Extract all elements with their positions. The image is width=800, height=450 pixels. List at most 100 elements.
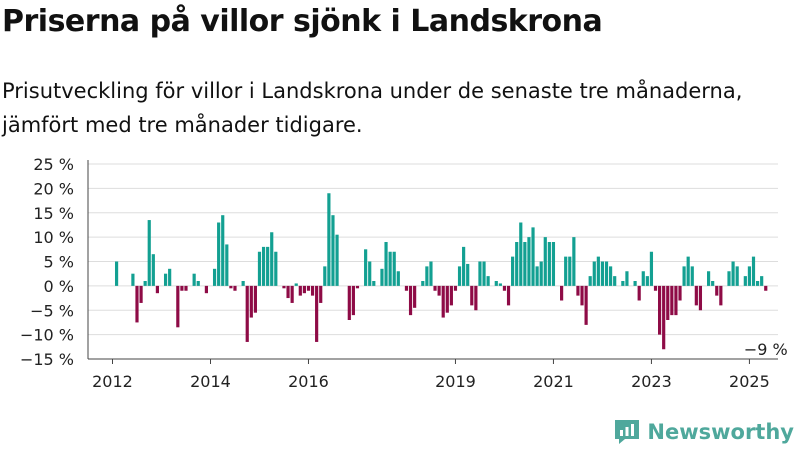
bar	[449, 285, 453, 306]
chart-bars	[114, 193, 768, 350]
bar	[588, 276, 592, 286]
bar	[388, 251, 392, 286]
bar	[433, 285, 437, 291]
bar	[306, 285, 311, 291]
bar	[372, 281, 376, 286]
bar	[453, 285, 458, 291]
bar	[625, 271, 629, 286]
bar	[494, 281, 498, 286]
brand-name: Newsworthy	[647, 420, 794, 444]
bar	[364, 249, 368, 286]
bar	[511, 256, 515, 286]
bar	[392, 251, 396, 286]
bar	[596, 256, 600, 286]
bar	[241, 281, 245, 286]
bar	[543, 237, 547, 286]
bar	[506, 285, 511, 306]
bar	[294, 283, 298, 286]
bar	[233, 285, 237, 291]
bar	[666, 285, 670, 320]
bar	[396, 271, 400, 286]
bar	[155, 285, 160, 294]
bar	[286, 285, 290, 299]
bar	[478, 261, 482, 286]
y-tick-label: −15 %	[20, 350, 74, 369]
bar	[368, 261, 372, 286]
y-tick-label: 5 %	[44, 253, 74, 272]
bar	[302, 285, 306, 294]
bar	[266, 246, 270, 286]
bar	[735, 266, 739, 286]
bar	[196, 281, 200, 286]
bar	[425, 266, 429, 286]
bar	[572, 237, 576, 286]
y-tick-label: 10 %	[33, 228, 74, 247]
bar	[315, 285, 319, 342]
y-tick-label: 20 %	[33, 179, 74, 198]
bar	[257, 251, 262, 286]
bar	[380, 268, 384, 286]
bar	[147, 220, 151, 286]
bar	[176, 285, 180, 328]
bar	[727, 271, 731, 286]
bar	[584, 285, 588, 325]
bar	[408, 285, 413, 316]
bar	[184, 285, 188, 291]
bar	[609, 266, 613, 286]
y-axis-tick-labels: −15 % −10 % −5 % 0 % 5 % 10 % 15 % 20 % 25 %	[20, 155, 74, 369]
bar	[347, 285, 351, 320]
bar	[486, 276, 490, 286]
bar	[764, 285, 768, 291]
bar	[731, 261, 735, 286]
bar	[319, 285, 323, 303]
bar	[711, 281, 715, 286]
newsworthy-logo-icon	[615, 420, 640, 444]
bar	[674, 285, 678, 316]
bar	[621, 281, 625, 286]
bar	[323, 266, 327, 286]
bar	[751, 256, 756, 286]
page-title: Priserna på villor sjönk i Landskrona	[2, 4, 603, 39]
x-tick-label: 2016	[288, 372, 329, 391]
bar	[470, 285, 474, 306]
x-tick-label: 2025	[729, 372, 770, 391]
bar	[686, 256, 690, 286]
bar	[527, 237, 531, 286]
bar	[204, 285, 208, 294]
bar	[114, 261, 119, 286]
bar	[168, 268, 172, 286]
bar	[613, 276, 617, 286]
bar	[131, 273, 135, 286]
bar	[441, 285, 445, 318]
bar	[327, 193, 331, 286]
bar	[229, 285, 233, 289]
bar	[404, 285, 409, 291]
bar	[429, 261, 433, 286]
x-tick-label: 2023	[631, 372, 672, 391]
bar	[715, 285, 719, 296]
x-axis-tick-labels: 2012 2014 2016 2019 2021 2023 2025	[92, 372, 770, 391]
bar	[457, 266, 462, 286]
bar	[151, 254, 155, 286]
y-tick-label: −10 %	[20, 326, 74, 345]
bar	[298, 285, 302, 296]
chart-axes	[87, 160, 778, 364]
last-value-annotation: −9 %	[744, 340, 788, 359]
bar	[192, 273, 196, 286]
bar	[653, 285, 658, 291]
bar	[351, 285, 355, 316]
bar	[282, 285, 286, 289]
bar	[637, 285, 641, 301]
x-tick-label: 2021	[533, 372, 574, 391]
bar	[523, 242, 527, 286]
chart-gridlines	[88, 163, 778, 360]
bar	[212, 268, 217, 286]
bar	[547, 242, 551, 286]
bar	[466, 263, 470, 286]
bar	[600, 261, 605, 286]
bar	[706, 271, 711, 286]
chart-annotations: −9 %	[744, 340, 788, 359]
bar	[274, 251, 278, 286]
x-tick-label: 2014	[190, 372, 231, 391]
